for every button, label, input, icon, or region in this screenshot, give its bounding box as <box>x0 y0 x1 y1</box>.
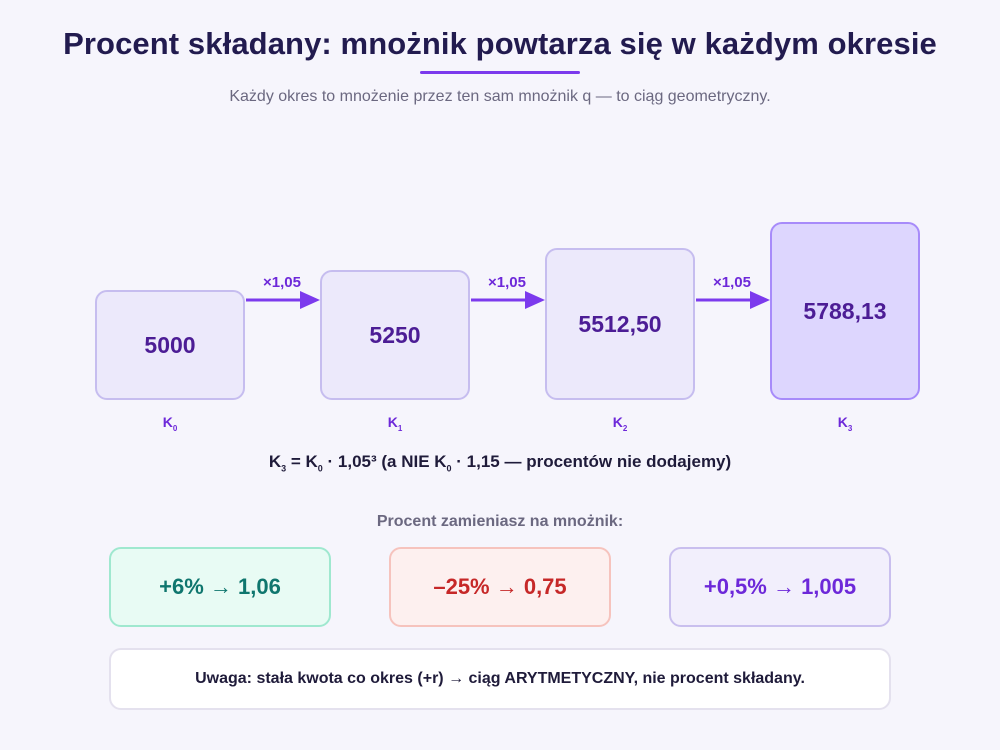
conversion-card-small-increase: +0,5% → 1,005 <box>669 547 891 627</box>
value-box-k2: 5512,50 <box>545 248 695 400</box>
value-box-k1: 5250 <box>320 270 470 400</box>
label-k2: K2 <box>612 414 628 433</box>
multiplier-label-1: ×1,05 <box>263 274 301 291</box>
title-underline <box>420 71 580 74</box>
conversion-card-increase: +6% → 1,06 <box>109 547 331 627</box>
formula: K3 = K0 · 1,05³ (a NIE K0 · 1,15 — proce… <box>268 452 732 474</box>
conversion-prompt: Procent zamieniasz na mnożnik: <box>376 513 624 530</box>
value-box-k0: 5000 <box>95 290 245 400</box>
multiplier-label-3: ×1,05 <box>713 274 751 291</box>
page-title: Procent składany: mnożnik powtarza się w… <box>63 26 937 61</box>
conversion-card-decrease: –25% → 0,75 <box>389 547 611 627</box>
label-k0: K0 <box>162 414 178 433</box>
label-k3: K3 <box>837 414 853 433</box>
arrow-right-icon <box>696 291 770 309</box>
arrow-right-icon <box>471 291 545 309</box>
warning-note: Uwaga: stała kwota co okres (+r) → ciąg … <box>109 648 891 710</box>
arrow-right-icon <box>246 291 320 309</box>
page-subtitle: Każdy okres to mnożenie przez ten sam mn… <box>229 88 771 105</box>
value-box-k3: 5788,13 <box>770 222 920 400</box>
label-k1: K1 <box>387 414 403 433</box>
multiplier-label-2: ×1,05 <box>488 274 526 291</box>
